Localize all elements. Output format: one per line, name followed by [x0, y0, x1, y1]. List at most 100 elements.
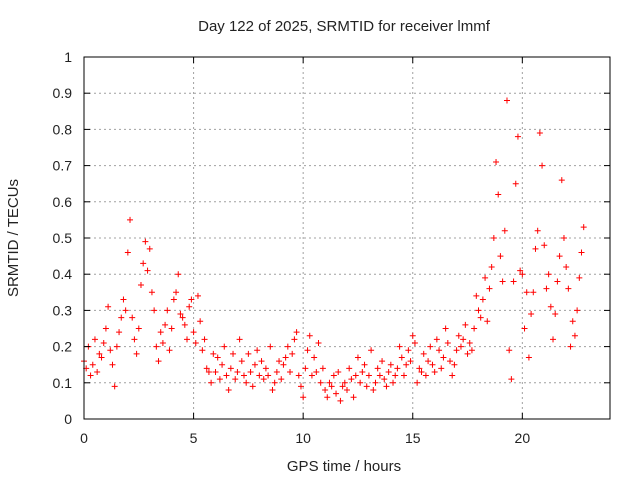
data-point [482, 274, 489, 281]
data-point [243, 379, 250, 386]
data-point [91, 336, 98, 343]
data-point [87, 372, 94, 379]
data-point [442, 325, 449, 332]
data-point [455, 332, 462, 339]
x-tick-label: 5 [190, 430, 198, 446]
data-point [236, 336, 243, 343]
data-point [547, 303, 554, 310]
data-point [120, 296, 127, 303]
data-point [144, 267, 151, 274]
data-point [569, 318, 576, 325]
y-tick-label: 0.2 [53, 339, 73, 355]
data-point [427, 343, 434, 350]
data-point [341, 379, 348, 386]
data-point [530, 289, 537, 296]
data-point [512, 180, 519, 187]
data-point [245, 350, 252, 357]
data-point [429, 361, 436, 368]
data-point [468, 347, 475, 354]
data-point [181, 321, 188, 328]
data-point [444, 339, 451, 346]
data-point [543, 285, 550, 292]
data-point [313, 368, 320, 375]
x-axis-label: GPS time / hours [287, 458, 401, 475]
data-point [295, 372, 302, 379]
data-point [164, 307, 171, 314]
data-point [216, 376, 223, 383]
data-point [142, 238, 149, 245]
y-tick-label: 0.4 [53, 266, 73, 282]
y-axis-label: SRMTID / TECUs [5, 179, 22, 297]
data-point [563, 263, 570, 270]
data-point [545, 271, 552, 278]
data-point [322, 387, 329, 394]
data-point [297, 383, 304, 390]
data-point [436, 347, 443, 354]
data-point [135, 325, 142, 332]
data-point [333, 390, 340, 397]
data-point [396, 343, 403, 350]
data-point [137, 282, 144, 289]
data-point [105, 303, 112, 310]
data-point [210, 350, 217, 357]
data-point [129, 314, 136, 321]
data-point [433, 336, 440, 343]
data-point [484, 318, 491, 325]
data-point [571, 332, 578, 339]
data-point [414, 379, 421, 386]
data-point [556, 253, 563, 260]
data-point [536, 130, 543, 137]
data-point [576, 274, 583, 281]
data-point [94, 368, 101, 375]
data-point [214, 354, 221, 361]
data-point [265, 372, 272, 379]
data-point [541, 242, 548, 249]
data-point [197, 318, 204, 325]
y-tick-label: 0 [64, 411, 72, 427]
data-point [225, 387, 232, 394]
data-point [464, 350, 471, 357]
data-point [146, 245, 153, 252]
data-point [361, 361, 368, 368]
data-point [339, 383, 346, 390]
data-point [262, 365, 269, 372]
data-point [304, 347, 311, 354]
data-point [383, 383, 390, 390]
data-point [539, 162, 546, 169]
data-point [390, 379, 397, 386]
data-point [374, 365, 381, 372]
y-tick-label: 0.9 [53, 85, 73, 101]
data-point [580, 224, 587, 231]
data-point [315, 339, 322, 346]
data-point [365, 372, 372, 379]
data-point [357, 379, 364, 386]
data-point [203, 365, 210, 372]
y-tick-label: 0.1 [53, 375, 73, 391]
data-point [219, 361, 226, 368]
data-point [201, 336, 208, 343]
data-point [122, 307, 129, 314]
data-point [449, 372, 456, 379]
data-point [140, 260, 147, 267]
data-point [131, 336, 138, 343]
data-point [267, 343, 274, 350]
data-point [508, 376, 515, 383]
data-point [155, 358, 162, 365]
data-point [319, 365, 326, 372]
data-point [113, 343, 120, 350]
data-point [240, 372, 247, 379]
data-point [560, 235, 567, 241]
data-point [293, 329, 300, 336]
data-point [528, 311, 535, 318]
data-point [208, 379, 215, 386]
data-point [514, 133, 521, 140]
data-point [451, 361, 458, 368]
data-point [495, 191, 502, 198]
data-point [475, 307, 482, 314]
data-point [107, 347, 114, 354]
data-point [418, 368, 425, 375]
data-point [554, 278, 561, 285]
data-point [352, 372, 359, 379]
axis-ticks [83, 56, 610, 420]
y-tick-label: 0.7 [53, 158, 73, 174]
